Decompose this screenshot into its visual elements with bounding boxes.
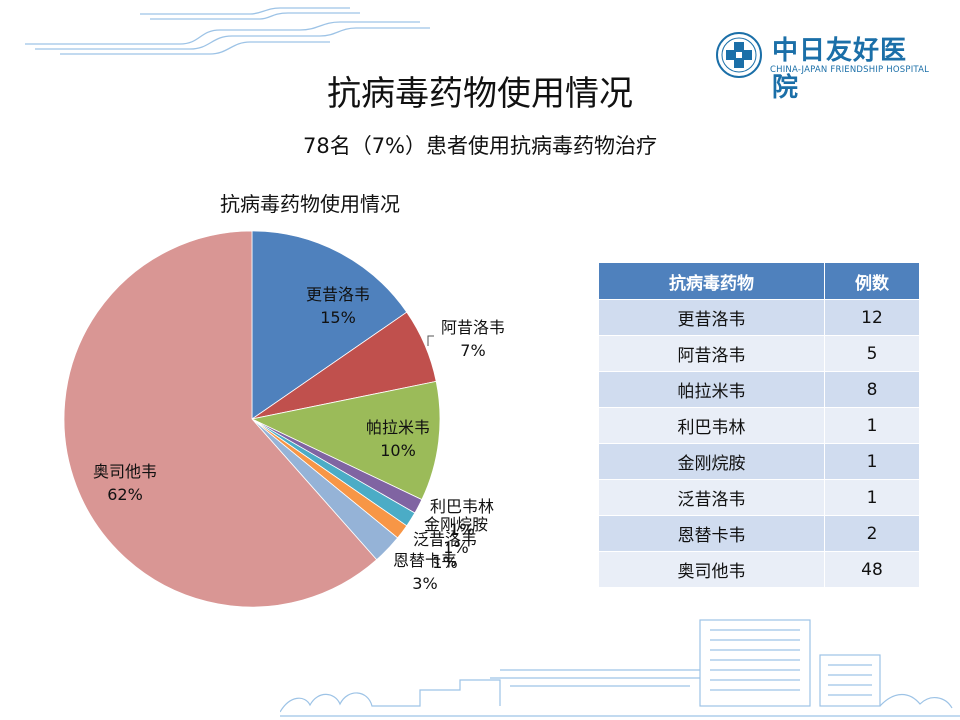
pie-slice — [251, 230, 408, 420]
table-cell-count: 8 — [823, 371, 921, 408]
table-row: 帕拉米韦 8 — [598, 371, 921, 408]
table-cell-drug: 泛昔洛韦 — [598, 479, 825, 516]
pie-slice-label: 金刚烷胺 1% — [424, 515, 488, 557]
table-cell-count: 1 — [823, 443, 921, 480]
table-header-drug: 抗病毒药物 — [598, 262, 825, 300]
pie-slice-label: 阿昔洛韦 7% — [441, 318, 505, 360]
pie-slice — [250, 380, 441, 501]
pie-slice-label: 更昔洛韦 15% — [306, 285, 370, 327]
hospital-name: 中日友好医院 — [772, 36, 908, 103]
table-row: 泛昔洛韦 1 — [598, 479, 921, 516]
table-cell-drug: 利巴韦林 — [598, 407, 825, 444]
table-row: 金刚烷胺 1 — [598, 443, 921, 480]
chart-title: 抗病毒药物使用情况 — [220, 192, 400, 216]
table-cell-count: 1 — [823, 479, 921, 516]
hospital-skyline-decoration — [280, 619, 960, 717]
table-cell-drug: 阿昔洛韦 — [598, 335, 825, 372]
table-cell-count: 1 — [823, 407, 921, 444]
hospital-emblem-icon — [716, 32, 762, 78]
table-cell-drug: 更昔洛韦 — [598, 299, 825, 336]
table-cell-count: 12 — [823, 299, 921, 336]
pie-slice-label: 恩替卡韦 3% — [393, 551, 457, 593]
drug-table: 抗病毒药物 例数 更昔洛韦 12 阿昔洛韦 5 帕拉米韦 8 利巴韦林 1 金刚… — [598, 262, 921, 588]
label-leader-line — [427, 335, 434, 346]
table-cell-drug: 恩替卡韦 — [598, 515, 825, 552]
pie-slice — [63, 230, 378, 608]
header-decoration — [25, 7, 430, 55]
pie-slice-label: 奥司他韦 62% — [93, 462, 157, 504]
table-row: 阿昔洛韦 5 — [598, 335, 921, 372]
page-title: 抗病毒药物使用情况 — [327, 74, 633, 114]
hospital-english-name: CHINA-JAPAN FRIENDSHIP HOSPITAL — [770, 65, 930, 75]
page-subtitle: 78名（7%）患者使用抗病毒药物治疗 — [302, 134, 658, 158]
table-header-row: 抗病毒药物 例数 — [598, 262, 921, 300]
table-header-count: 例数 — [823, 262, 921, 300]
table-cell-count: 48 — [823, 551, 921, 588]
pie-slice-label: 利巴韦林 1% — [430, 497, 494, 539]
table-cell-drug: 金刚烷胺 — [598, 443, 825, 480]
table-row: 更昔洛韦 12 — [598, 299, 921, 336]
table-row: 利巴韦林 1 — [598, 407, 921, 444]
table-cell-count: 5 — [823, 335, 921, 372]
table-row: 奥司他韦 48 — [598, 551, 921, 588]
pie-slice-label: 泛昔洛韦 1% — [413, 530, 477, 572]
hospital-logo: 中日友好医院 CHINA-JAPAN FRIENDSHIP HOSPITAL — [714, 30, 929, 103]
table-cell-drug: 帕拉米韦 — [598, 371, 825, 408]
table-row: 恩替卡韦 2 — [598, 515, 921, 552]
table-cell-drug: 奥司他韦 — [598, 551, 825, 588]
table-cell-count: 2 — [823, 515, 921, 552]
pie-slice-label: 帕拉米韦 10% — [366, 418, 430, 460]
